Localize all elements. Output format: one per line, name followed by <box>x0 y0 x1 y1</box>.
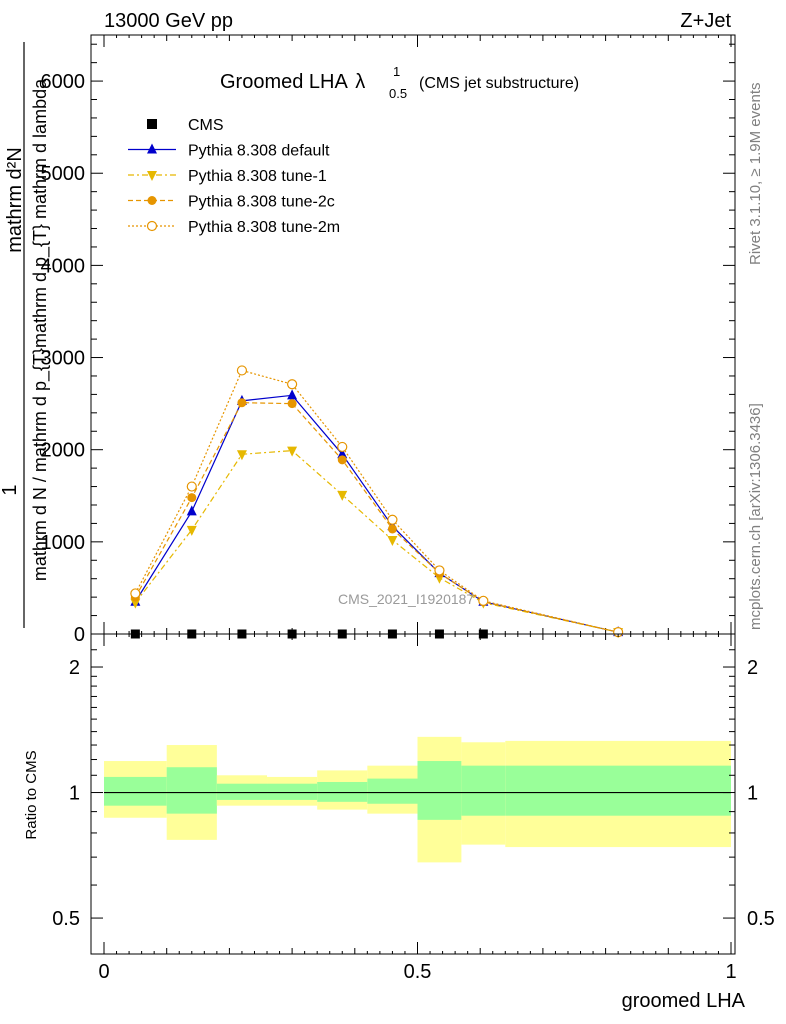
legend: CMS Pythia 8.308 default Pythia 8.308 tune… <box>128 117 340 236</box>
rivet-label: Rivet 3.1.10, ≥ 1.9M events <box>747 83 764 266</box>
data-point <box>337 448 348 459</box>
legend-label: Pythia 8.308 tune-2m <box>188 219 340 236</box>
data-point <box>287 389 298 400</box>
x-axis-label: groomed LHA <box>622 990 746 1012</box>
title-note: (CMS jet substructure) <box>419 75 579 92</box>
ratio-inner-band <box>367 778 418 804</box>
ratio-frame <box>90 633 736 955</box>
ratio-inner-band <box>505 765 731 816</box>
legend-marker <box>147 119 157 129</box>
title-superscript: 1 <box>393 64 400 79</box>
data-point <box>287 379 298 390</box>
ratio-inner-band <box>417 761 462 820</box>
title-main: Groomed LHA <box>220 71 348 93</box>
data-point <box>337 441 348 453</box>
data-point <box>387 514 398 525</box>
legend-marker <box>147 171 157 181</box>
plot-title: Groomed LHA λ 1 0.5 (CMS jet substructur… <box>220 64 579 101</box>
ratio-y-tick-label: 2 <box>69 657 80 679</box>
watermark: CMS_2021_I1920187 <box>338 591 474 607</box>
header-left: 13000 GeV pp <box>104 10 233 32</box>
y-label-one: 1 <box>0 484 21 495</box>
ratio-y-tick-label-right: 0.5 <box>747 908 775 930</box>
ratio-y-tick-label-right: 1 <box>747 783 758 805</box>
legend-marker <box>147 196 157 205</box>
data-point <box>287 399 297 409</box>
x-tick-label: 0.5 <box>404 961 432 983</box>
legend-marker <box>146 220 158 232</box>
title-subscript: 0.5 <box>389 86 407 101</box>
ratio-y-tick-label-right: 2 <box>747 657 758 679</box>
y-tick-label: 3000 <box>41 348 86 370</box>
data-point <box>434 565 445 576</box>
y-tick-label: 4000 <box>41 255 86 277</box>
x-tick-label: 0 <box>98 961 109 983</box>
ratio-inner-band <box>104 776 167 806</box>
y-tick-label: 6000 <box>41 71 86 93</box>
ratio-inner-band <box>317 781 368 802</box>
data-point <box>130 588 141 599</box>
y-label-numerator: mathrm d²N <box>4 147 26 253</box>
y-label-denominator: mathrm d N / mathrm d p_{T}mathrm d p_{T… <box>30 78 51 581</box>
ratio-inner-band <box>166 767 217 814</box>
data-point <box>237 398 247 408</box>
title-symbol: λ <box>355 71 365 93</box>
ratio-inner-band <box>216 783 268 800</box>
legend-label: Pythia 8.308 tune-1 <box>188 168 327 185</box>
legend-label: Pythia 8.308 default <box>188 143 330 160</box>
data-point <box>236 450 247 461</box>
ratio-inner-band <box>461 765 506 816</box>
y-axis-label: 1 mathrm d²N mathrm d N / mathrm d p_{T}… <box>0 42 51 628</box>
y-tick-label: 0 <box>74 624 85 646</box>
mcplots-label: mcplots.cern.ch [arXiv:1306.3436] <box>747 403 764 630</box>
data-point <box>130 598 141 609</box>
data-point <box>186 481 197 492</box>
legend-marker <box>147 143 157 154</box>
data-point <box>186 525 197 536</box>
data-point <box>478 595 489 606</box>
series-line-pythia-8-308-tune-2m <box>134 369 619 633</box>
ratio-y-label: Ratio to CMS <box>23 750 40 839</box>
ratio-y-tick-label: 0.5 <box>52 908 80 930</box>
data-point <box>236 365 248 376</box>
y-tick-label: 2000 <box>41 440 86 462</box>
data-point <box>387 536 398 547</box>
data-point <box>186 505 197 516</box>
data-point <box>287 446 298 457</box>
data-point <box>187 493 197 503</box>
header-right: Z+Jet <box>680 10 731 32</box>
legend-label: Pythia 8.308 tune-2c <box>188 194 335 211</box>
legend-label: CMS <box>188 117 224 134</box>
y-tick-label: 5000 <box>41 163 86 185</box>
data-point <box>337 455 347 465</box>
data-point <box>387 524 397 534</box>
data-point <box>337 490 348 501</box>
y-tick-label: 1000 <box>41 532 86 554</box>
ratio-inner-band <box>267 783 318 800</box>
svg-text:Groomed LHA λ: Groomed LHA λ <box>220 71 365 93</box>
x-tick-label: 1 <box>725 961 736 983</box>
ratio-y-tick-label: 1 <box>69 783 80 805</box>
